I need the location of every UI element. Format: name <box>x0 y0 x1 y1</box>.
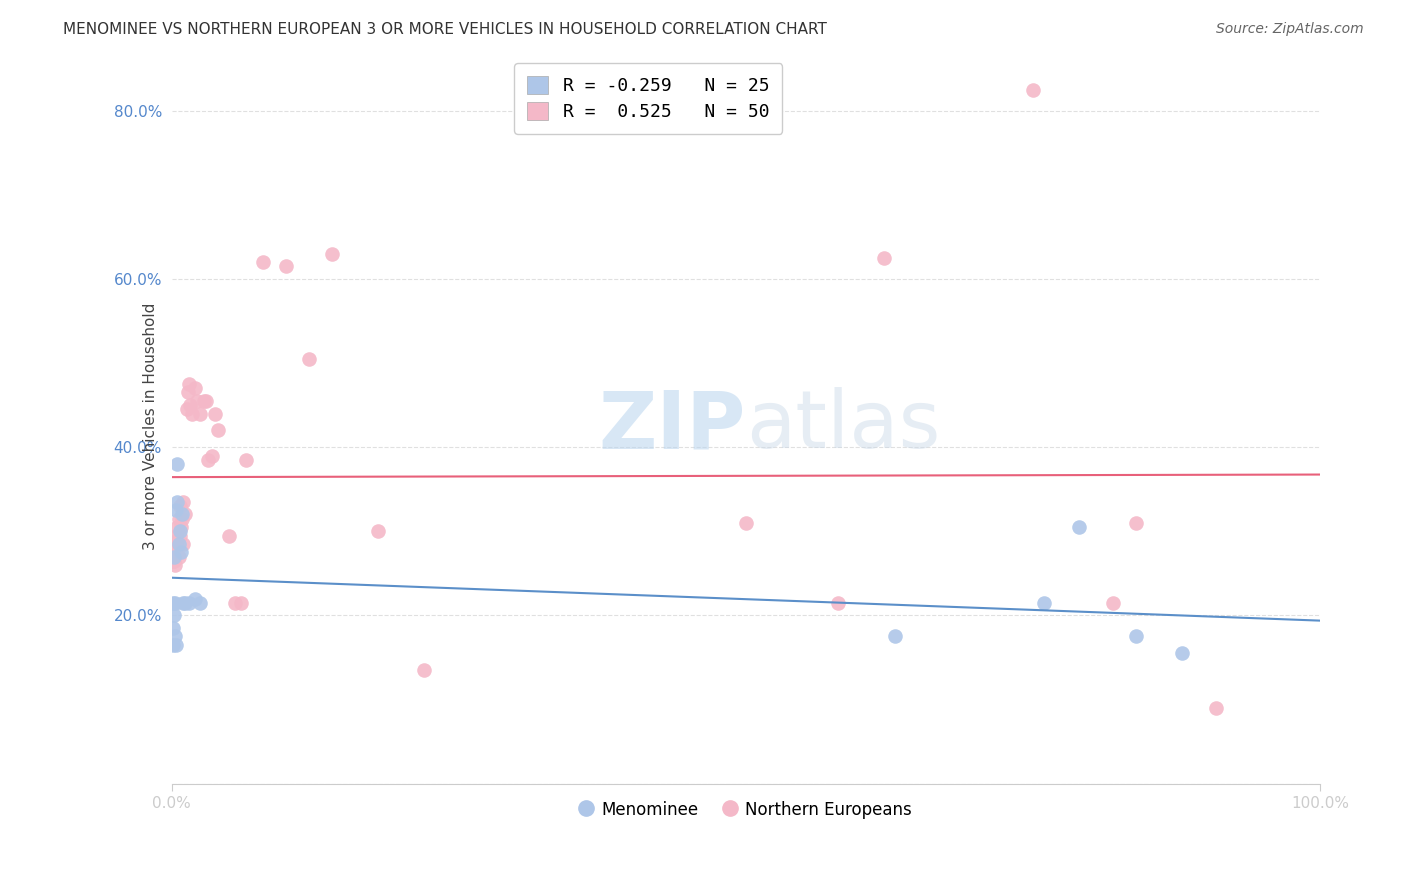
Point <box>734 516 756 530</box>
Point <box>165 528 187 542</box>
Point <box>179 398 201 412</box>
Text: MENOMINEE VS NORTHERN EUROPEAN 3 OR MORE VEHICLES IN HOUSEHOLD CORRELATION CHART: MENOMINEE VS NORTHERN EUROPEAN 3 OR MORE… <box>63 22 827 37</box>
Point <box>170 508 193 522</box>
Point <box>1171 646 1194 660</box>
Point <box>174 508 197 522</box>
Point <box>186 393 208 408</box>
Point <box>162 638 184 652</box>
Point <box>181 407 204 421</box>
Point <box>188 596 211 610</box>
Point <box>201 449 224 463</box>
Point <box>163 549 186 564</box>
Point <box>170 545 193 559</box>
Point <box>229 596 252 610</box>
Text: Source: ZipAtlas.com: Source: ZipAtlas.com <box>1216 22 1364 37</box>
Legend: Menominee, Northern Europeans: Menominee, Northern Europeans <box>574 794 918 825</box>
Point <box>1067 520 1090 534</box>
Point <box>163 554 186 568</box>
Point <box>224 596 246 610</box>
Point <box>367 524 389 539</box>
Point <box>872 251 894 265</box>
Point <box>162 554 184 568</box>
Point <box>177 377 200 392</box>
Point <box>321 246 343 260</box>
Point <box>235 452 257 467</box>
Point <box>172 537 194 551</box>
Point <box>166 495 188 509</box>
Point <box>170 520 193 534</box>
Text: ZIP: ZIP <box>599 387 745 465</box>
Point <box>162 541 184 556</box>
Point <box>207 423 229 437</box>
Point <box>163 549 186 564</box>
Point <box>1022 82 1045 96</box>
Point <box>177 596 200 610</box>
Point <box>195 393 218 408</box>
Point <box>204 407 226 421</box>
Point <box>169 499 191 513</box>
Point <box>193 393 215 408</box>
Point <box>218 528 240 542</box>
Point <box>166 520 188 534</box>
Point <box>1125 516 1147 530</box>
Point <box>177 385 200 400</box>
Point <box>183 591 205 606</box>
Point <box>163 608 186 623</box>
Point <box>162 596 184 610</box>
Point <box>1205 701 1227 715</box>
Point <box>167 537 190 551</box>
Point <box>162 621 184 635</box>
Point <box>413 663 436 677</box>
Point <box>1102 596 1125 610</box>
Point <box>884 630 907 644</box>
Point <box>165 630 187 644</box>
Point <box>176 402 198 417</box>
Point <box>276 259 298 273</box>
Point <box>169 524 191 539</box>
Point <box>252 255 274 269</box>
Point <box>166 533 188 547</box>
Point <box>183 381 205 395</box>
Point <box>165 596 187 610</box>
Point <box>165 558 187 572</box>
Point <box>174 596 197 610</box>
Point <box>188 407 211 421</box>
Point <box>167 511 190 525</box>
Point <box>165 638 187 652</box>
Point <box>166 457 188 471</box>
Point <box>165 537 187 551</box>
Point <box>165 503 187 517</box>
Point <box>170 511 193 525</box>
Point <box>172 495 194 509</box>
Point <box>827 596 849 610</box>
Point <box>169 528 191 542</box>
Point <box>172 596 194 610</box>
Point <box>1125 630 1147 644</box>
Point <box>1033 596 1056 610</box>
Point <box>197 452 219 467</box>
Point <box>298 351 321 366</box>
Point <box>167 549 190 564</box>
Y-axis label: 3 or more Vehicles in Household: 3 or more Vehicles in Household <box>143 302 157 549</box>
Point <box>162 554 184 568</box>
Text: atlas: atlas <box>745 387 941 465</box>
